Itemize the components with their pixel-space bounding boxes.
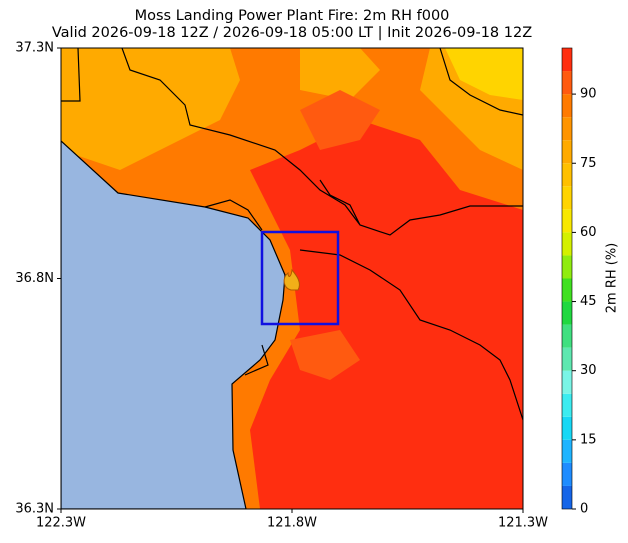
colorbar-frame <box>561 47 573 510</box>
colorbar-band <box>562 347 572 371</box>
colorbar-band <box>562 462 572 486</box>
colorbar-band <box>562 301 572 325</box>
x-tick-label: 122.3W <box>36 516 86 531</box>
chart-title: Moss Landing Power Plant Fire: 2m RH f00… <box>135 8 450 24</box>
colorbar-band <box>562 232 572 256</box>
colorbar-band <box>562 94 572 118</box>
fire-area-box <box>260 230 340 326</box>
colorbar-band <box>562 163 572 187</box>
colorbar-tick-label: 0 <box>580 502 588 517</box>
colorbar-band <box>562 48 572 72</box>
colorbar-band <box>562 140 572 164</box>
y-tick-label: 36.8N <box>15 271 54 286</box>
field-dry <box>300 48 380 100</box>
y-tick-label: 36.3N <box>15 502 54 517</box>
ocean <box>61 140 286 509</box>
colorbar-band <box>562 71 572 95</box>
chart-subtitle: Valid 2026-09-18 12Z / 2026-09-18 05:00 … <box>52 25 532 41</box>
colorbar-tick-label: 15 <box>580 432 597 447</box>
colorbar-tick-label: 45 <box>580 294 597 309</box>
colorbar-label: 2m RH (%) <box>605 243 620 314</box>
boundaries <box>61 48 523 421</box>
colorbar-band <box>562 485 572 509</box>
colorbar-band <box>562 278 572 302</box>
x-tick-label: 121.3W <box>498 516 548 531</box>
x-tick-label: 121.8W <box>267 516 317 531</box>
colorbar-band <box>562 324 572 348</box>
colorbar-tick-label: 90 <box>580 87 597 102</box>
field-moist <box>300 90 380 150</box>
colorbar-tick-label: 30 <box>580 363 597 378</box>
field-moist <box>250 120 523 509</box>
y-tick-label: 37.3N <box>15 41 54 56</box>
field-dry <box>61 48 240 170</box>
colorbar-band <box>562 416 572 440</box>
fire-icon <box>283 268 300 291</box>
colorbar-band <box>562 393 572 417</box>
map <box>61 48 523 509</box>
colorbar-tick-label: 75 <box>580 156 597 171</box>
colorbar-tick-label: 60 <box>580 225 597 240</box>
colorbar-band <box>562 186 572 210</box>
field-moist <box>290 330 360 380</box>
colorbar-band <box>562 439 572 463</box>
colorbar-band <box>562 370 572 394</box>
field-dry <box>445 48 523 100</box>
colorbar-band <box>562 255 572 279</box>
colorbar-band <box>562 209 572 233</box>
colorbar-band <box>562 117 572 141</box>
